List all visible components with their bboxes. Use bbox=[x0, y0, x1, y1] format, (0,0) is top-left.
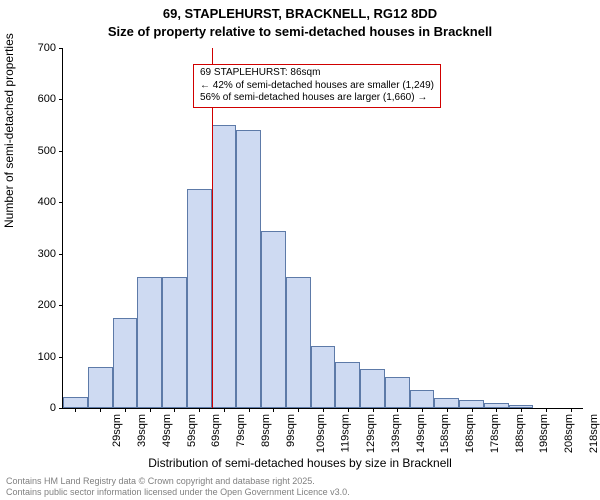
x-tick-mark bbox=[521, 408, 522, 412]
y-tick-mark bbox=[59, 254, 63, 255]
footer-attribution: Contains HM Land Registry data © Crown c… bbox=[6, 476, 350, 498]
x-tick-mark bbox=[298, 408, 299, 412]
x-tick-mark bbox=[100, 408, 101, 412]
x-tick-label: 178sqm bbox=[489, 414, 501, 453]
annotation-line2: ← 42% of semi-detached houses are smalle… bbox=[200, 80, 434, 93]
x-tick-mark bbox=[249, 408, 250, 412]
y-tick-label: 300 bbox=[0, 248, 56, 260]
x-tick-label: 218sqm bbox=[588, 414, 600, 453]
y-tick-label: 700 bbox=[0, 42, 56, 54]
x-tick-label: 198sqm bbox=[538, 414, 550, 453]
y-tick-mark bbox=[59, 151, 63, 152]
chart-title-line2: Size of property relative to semi-detach… bbox=[0, 24, 600, 39]
histogram-bar bbox=[113, 318, 138, 408]
annotation-line3: 56% of semi-detached houses are larger (… bbox=[200, 92, 434, 105]
x-tick-mark bbox=[174, 408, 175, 412]
annotation-line1: 69 STAPLEHURST: 86sqm bbox=[200, 67, 434, 80]
histogram-bar bbox=[137, 277, 162, 408]
x-tick-mark bbox=[125, 408, 126, 412]
x-tick-mark bbox=[447, 408, 448, 412]
histogram-bar bbox=[410, 390, 435, 408]
x-tick-label: 129sqm bbox=[365, 414, 377, 453]
y-tick-mark bbox=[59, 357, 63, 358]
histogram-bar bbox=[385, 377, 410, 408]
histogram-bar bbox=[261, 231, 286, 408]
x-tick-mark bbox=[75, 408, 76, 412]
x-tick-mark bbox=[496, 408, 497, 412]
x-tick-label: 49sqm bbox=[161, 414, 173, 447]
x-tick-label: 29sqm bbox=[111, 414, 123, 447]
histogram-bar bbox=[335, 362, 360, 408]
histogram-bar bbox=[236, 130, 261, 408]
x-tick-label: 99sqm bbox=[285, 414, 297, 447]
y-tick-mark bbox=[59, 408, 63, 409]
y-tick-mark bbox=[59, 48, 63, 49]
y-tick-label: 600 bbox=[0, 93, 56, 105]
histogram-bar bbox=[63, 397, 88, 408]
histogram-bar bbox=[459, 400, 484, 408]
x-tick-label: 119sqm bbox=[340, 414, 352, 452]
footer-line1: Contains HM Land Registry data © Crown c… bbox=[6, 476, 350, 487]
y-tick-mark bbox=[59, 305, 63, 306]
x-tick-label: 79sqm bbox=[235, 414, 247, 447]
x-tick-mark bbox=[571, 408, 572, 412]
x-tick-label: 89sqm bbox=[260, 414, 272, 447]
y-tick-label: 200 bbox=[0, 299, 56, 311]
x-tick-label: 69sqm bbox=[210, 414, 222, 447]
x-tick-mark bbox=[472, 408, 473, 412]
histogram-bar bbox=[286, 277, 311, 408]
x-tick-mark bbox=[546, 408, 547, 412]
x-tick-label: 208sqm bbox=[563, 414, 575, 453]
histogram-bar bbox=[187, 189, 212, 408]
y-tick-label: 0 bbox=[0, 402, 56, 414]
x-tick-mark bbox=[323, 408, 324, 412]
x-tick-label: 109sqm bbox=[316, 414, 328, 453]
x-tick-mark bbox=[348, 408, 349, 412]
x-tick-label: 39sqm bbox=[136, 414, 148, 447]
x-tick-label: 188sqm bbox=[514, 414, 526, 453]
x-tick-label: 149sqm bbox=[415, 414, 427, 453]
histogram-bar bbox=[360, 369, 385, 408]
histogram-chart: 69, STAPLEHURST, BRACKNELL, RG12 8DD Siz… bbox=[0, 0, 600, 500]
annotation-box: 69 STAPLEHURST: 86sqm ← 42% of semi-deta… bbox=[193, 64, 441, 108]
plot-area: 69 STAPLEHURST: 86sqm ← 42% of semi-deta… bbox=[62, 48, 583, 409]
x-tick-mark bbox=[397, 408, 398, 412]
x-tick-mark bbox=[422, 408, 423, 412]
x-tick-mark bbox=[273, 408, 274, 412]
chart-title-line1: 69, STAPLEHURST, BRACKNELL, RG12 8DD bbox=[0, 6, 600, 21]
x-tick-label: 158sqm bbox=[439, 414, 451, 453]
y-tick-mark bbox=[59, 99, 63, 100]
y-tick-label: 400 bbox=[0, 196, 56, 208]
x-tick-mark bbox=[150, 408, 151, 412]
x-tick-label: 139sqm bbox=[390, 414, 402, 453]
x-tick-mark bbox=[373, 408, 374, 412]
histogram-bar bbox=[162, 277, 187, 408]
x-tick-mark bbox=[199, 408, 200, 412]
footer-line2: Contains public sector information licen… bbox=[6, 487, 350, 498]
y-tick-label: 500 bbox=[0, 145, 56, 157]
y-tick-label: 100 bbox=[0, 351, 56, 363]
x-tick-label: 168sqm bbox=[464, 414, 476, 453]
y-tick-mark bbox=[59, 202, 63, 203]
x-axis-label: Distribution of semi-detached houses by … bbox=[0, 456, 600, 470]
histogram-bar bbox=[434, 398, 459, 408]
histogram-bar bbox=[88, 367, 113, 408]
histogram-bar bbox=[311, 346, 336, 408]
histogram-bar bbox=[212, 125, 237, 408]
x-tick-label: 59sqm bbox=[186, 414, 198, 447]
x-tick-mark bbox=[224, 408, 225, 412]
